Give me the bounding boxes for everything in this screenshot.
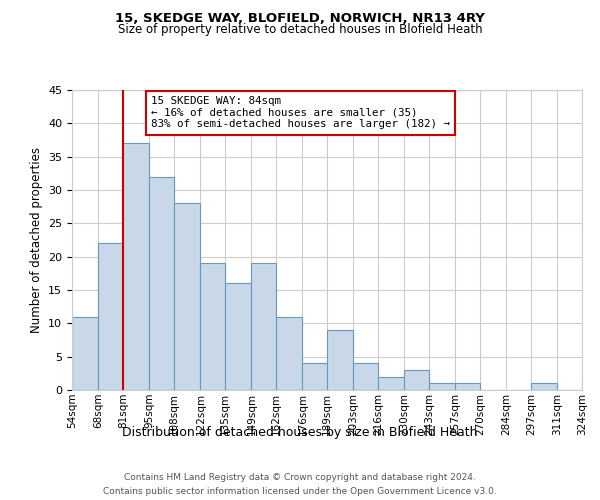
Text: Contains public sector information licensed under the Open Government Licence v3: Contains public sector information licen… bbox=[103, 486, 497, 496]
Bar bbox=[276, 316, 302, 390]
Bar bbox=[174, 204, 200, 390]
Bar bbox=[72, 316, 98, 390]
Bar bbox=[429, 384, 455, 390]
Bar bbox=[378, 376, 404, 390]
Bar bbox=[123, 144, 149, 390]
Y-axis label: Number of detached properties: Number of detached properties bbox=[29, 147, 43, 333]
Bar bbox=[225, 284, 251, 390]
Bar bbox=[455, 384, 480, 390]
Bar bbox=[404, 370, 429, 390]
Text: Contains HM Land Registry data © Crown copyright and database right 2024.: Contains HM Land Registry data © Crown c… bbox=[124, 473, 476, 482]
Bar bbox=[149, 176, 174, 390]
Bar bbox=[327, 330, 353, 390]
Bar bbox=[531, 384, 557, 390]
Bar bbox=[98, 244, 123, 390]
Bar bbox=[251, 264, 276, 390]
Bar bbox=[302, 364, 327, 390]
Text: 15, SKEDGE WAY, BLOFIELD, NORWICH, NR13 4RY: 15, SKEDGE WAY, BLOFIELD, NORWICH, NR13 … bbox=[115, 12, 485, 26]
Bar bbox=[353, 364, 378, 390]
Text: Distribution of detached houses by size in Blofield Heath: Distribution of detached houses by size … bbox=[122, 426, 478, 439]
Bar bbox=[200, 264, 225, 390]
Text: 15 SKEDGE WAY: 84sqm
← 16% of detached houses are smaller (35)
83% of semi-detac: 15 SKEDGE WAY: 84sqm ← 16% of detached h… bbox=[151, 96, 450, 129]
Text: Size of property relative to detached houses in Blofield Heath: Size of property relative to detached ho… bbox=[118, 22, 482, 36]
Bar bbox=[582, 384, 600, 390]
